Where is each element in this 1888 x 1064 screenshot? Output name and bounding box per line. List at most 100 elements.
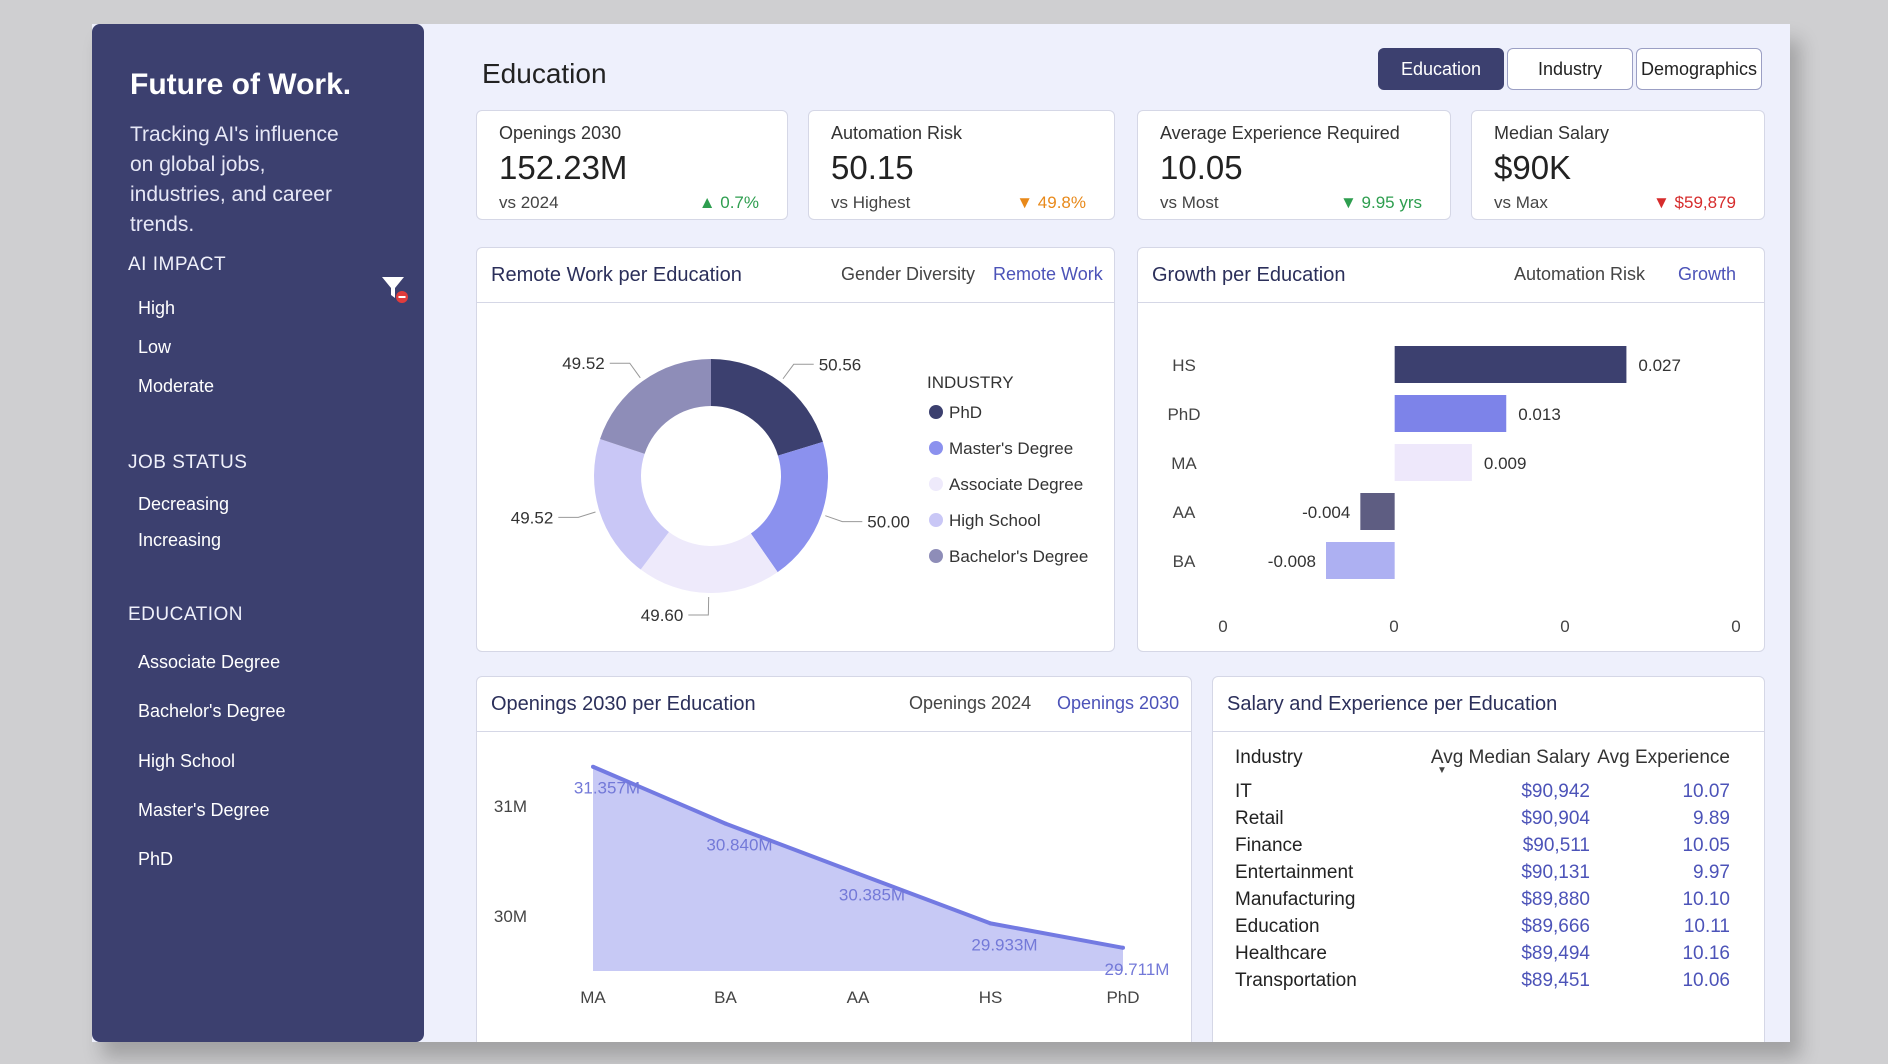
kpi-delta: ▼ 49.8%	[1016, 193, 1086, 213]
y-tick-label: 30M	[494, 907, 527, 926]
filter-item-low[interactable]: Low	[138, 337, 172, 357]
table-cell-experience: 10.05	[1682, 835, 1730, 856]
kpi-delta-value: $59,879	[1674, 193, 1736, 212]
legend-item-high-school[interactable]: High School	[949, 511, 1041, 530]
table-cell-industry: Healthcare	[1235, 943, 1327, 964]
kpi-value: 10.05	[1160, 149, 1243, 186]
brand-tagline: Tracking AI's influence on global jobs, …	[130, 123, 339, 236]
donut-leader-line	[609, 362, 641, 379]
filter-item-high[interactable]: High	[138, 298, 176, 318]
kpi-delta-value: 0.7%	[720, 193, 759, 212]
openings-area-chart: 31M 30M 31.357M MA 30.840M BA 30.385M AA 29.933M…	[494, 764, 1169, 1007]
column-header-industry[interactable]: Industry	[1235, 747, 1303, 768]
x-tick-label: MA	[580, 988, 606, 1007]
area-point[interactable]	[1121, 945, 1125, 950]
table-cell-salary: $89,880	[1521, 889, 1590, 910]
donut-slice-bachelor-s-degree[interactable]	[600, 359, 711, 454]
legend-marker	[929, 549, 943, 563]
legend-item-master-s-degree[interactable]: Master's Degree	[949, 439, 1073, 458]
table-row: Retail $90,904 9.89	[1235, 808, 1740, 835]
filter-item-moderate[interactable]: Moderate	[138, 376, 215, 396]
area-point[interactable]	[591, 764, 595, 769]
x-tick-label: BA	[714, 988, 737, 1007]
brand-title: Future of Work.	[130, 68, 352, 101]
tab-remote-work[interactable]: Remote Work	[993, 264, 1103, 284]
table-row: Entertainment $90,131 9.97	[1235, 862, 1740, 889]
donut-data-label: 49.60	[641, 606, 684, 625]
bar-hs[interactable]	[1394, 346, 1627, 383]
table-row: Finance $90,511 10.05	[1235, 835, 1740, 862]
tab-demographics[interactable]: Demographics	[1636, 48, 1762, 90]
x-tick-label: AA	[847, 988, 870, 1007]
kpi-value: $90K	[1494, 149, 1572, 186]
kpi-delta: ▲ 0.7%	[699, 193, 759, 213]
column-header-experience[interactable]: Avg Experience	[1597, 747, 1730, 768]
kpi-card-automation-risk: Automation Risk 50.15 vs Highest ▼ 49.8%	[808, 110, 1115, 220]
bar-ba[interactable]	[1326, 542, 1395, 579]
legend-item-bachelor-s-degree[interactable]: Bachelor's Degree	[949, 547, 1088, 566]
tab-industry[interactable]: Industry	[1507, 48, 1633, 90]
filter-item-decreasing[interactable]: Decreasing	[138, 494, 230, 514]
bar-aa[interactable]	[1360, 493, 1395, 530]
table-cell-salary: $90,131	[1521, 862, 1590, 883]
table-cell-salary: $90,511	[1522, 835, 1590, 856]
legend-item-phd[interactable]: PhD	[949, 403, 982, 422]
filter-item-associate[interactable]: Associate Degree	[138, 652, 281, 672]
openings-panel: Openings 2030 per Education Openings 202…	[476, 676, 1192, 1042]
area-data-label: 31.357M	[574, 779, 640, 798]
table-cell-experience: 10.10	[1682, 889, 1730, 910]
filter-item-high-school[interactable]: High School	[138, 751, 236, 771]
table-cell-industry: Finance	[1235, 835, 1303, 856]
tab-growth[interactable]: Growth	[1678, 264, 1737, 284]
donut-slice-associate-degree[interactable]	[640, 531, 778, 593]
area-point[interactable]	[988, 921, 993, 926]
donut-leader-line	[825, 515, 863, 523]
clear-filter-icon[interactable]	[380, 274, 410, 304]
triangle-down-icon: ▼	[1016, 193, 1034, 212]
table-row: IT $90,942 10.07	[1235, 781, 1740, 808]
tab-education[interactable]: Education	[1378, 48, 1504, 90]
tab-automation-risk[interactable]: Automation Risk	[1514, 264, 1646, 284]
tab-openings-2030[interactable]: Openings 2030	[1057, 693, 1180, 713]
salary-table: Industry Avg Median Salary ▼ Avg Experie…	[1235, 747, 1740, 997]
bar-category-label: HS	[1172, 356, 1196, 375]
table-cell-experience: 9.97	[1693, 862, 1730, 883]
x-tick-label: 0	[1731, 617, 1740, 636]
area-point[interactable]	[723, 821, 728, 826]
kpi-label: Automation Risk	[831, 123, 963, 143]
page-tabs: Education Industry Demographics	[1378, 48, 1762, 90]
filter-group-title: JOB STATUS	[128, 452, 248, 473]
sort-desc-icon[interactable]: ▼	[1437, 765, 1447, 776]
kpi-delta: ▼ $59,879	[1653, 193, 1736, 213]
bar-phd[interactable]	[1394, 395, 1507, 432]
donut-slice-high-school[interactable]	[594, 438, 669, 570]
kpi-card-median-salary: Median Salary $90K vs Max ▼ $59,879	[1471, 110, 1765, 220]
filter-item-master[interactable]: Master's Degree	[138, 800, 270, 820]
bar-ma[interactable]	[1394, 444, 1472, 481]
area-point[interactable]	[856, 871, 860, 876]
filter-item-bachelor[interactable]: Bachelor's Degree	[138, 701, 286, 721]
triangle-up-icon: ▲	[698, 193, 716, 212]
donut-slice-phd[interactable]	[711, 359, 823, 456]
legend-item-associate-degree[interactable]: Associate Degree	[949, 475, 1083, 494]
column-header-salary[interactable]: Avg Median Salary	[1430, 747, 1590, 768]
donut-data-label: 50.56	[819, 355, 862, 374]
filter-item-phd[interactable]: PhD	[138, 849, 174, 869]
remote-work-panel: Remote Work per Education Gender Diversi…	[476, 247, 1115, 652]
kpi-value: 50.15	[831, 149, 914, 186]
x-tick-label: HS	[979, 988, 1003, 1007]
bar-category-label: BA	[1173, 552, 1196, 571]
panel-title: Remote Work per Education	[491, 264, 742, 286]
x-tick-label: PhD	[1106, 988, 1139, 1007]
donut-slice-master-s-degree[interactable]	[750, 441, 828, 573]
growth-panel: Growth per Education Automation Risk Gro…	[1137, 247, 1765, 652]
y-tick-label: 31M	[494, 797, 527, 816]
panel-divider	[477, 731, 1191, 732]
tab-gender-diversity[interactable]: Gender Diversity	[841, 264, 976, 284]
filter-item-increasing[interactable]: Increasing	[138, 530, 222, 550]
table-cell-experience: 10.06	[1682, 970, 1730, 991]
donut-data-label: 50.00	[867, 513, 910, 532]
panel-divider	[1138, 302, 1764, 303]
table-cell-industry: Manufacturing	[1235, 889, 1356, 910]
tab-openings-2024[interactable]: Openings 2024	[909, 693, 1032, 713]
